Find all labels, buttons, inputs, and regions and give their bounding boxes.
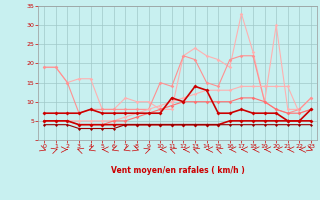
X-axis label: Vent moyen/en rafales ( km/h ): Vent moyen/en rafales ( km/h ) xyxy=(111,166,244,175)
